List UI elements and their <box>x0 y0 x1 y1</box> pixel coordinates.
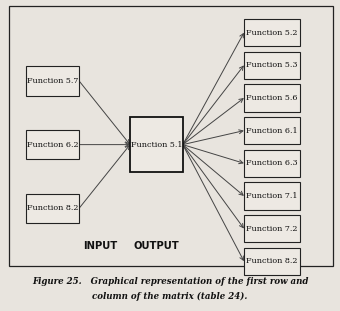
Bar <box>244 150 300 177</box>
Text: Function 5.3: Function 5.3 <box>246 61 298 69</box>
Text: Function 8.2: Function 8.2 <box>27 204 79 212</box>
Text: column of the matrix (table 24).: column of the matrix (table 24). <box>92 291 248 301</box>
Text: Figure 25.   Graphical representation of the first row and: Figure 25. Graphical representation of t… <box>32 277 308 286</box>
Bar <box>244 84 300 112</box>
Bar <box>27 66 79 96</box>
Bar <box>244 19 300 46</box>
Text: OUTPUT: OUTPUT <box>134 241 179 251</box>
Bar <box>27 130 79 159</box>
Bar <box>244 215 300 242</box>
Text: Function 6.3: Function 6.3 <box>246 159 298 167</box>
Text: Function 5.1: Function 5.1 <box>131 141 182 149</box>
Bar <box>244 52 300 79</box>
Text: Function 8.2: Function 8.2 <box>246 257 298 265</box>
Text: INPUT: INPUT <box>83 241 117 251</box>
Bar <box>130 117 183 172</box>
Text: Function 5.6: Function 5.6 <box>246 94 298 102</box>
Bar <box>244 182 300 210</box>
Bar <box>244 117 300 144</box>
Bar <box>8 6 333 266</box>
Text: Function 6.1: Function 6.1 <box>246 127 298 135</box>
Text: Function 7.2: Function 7.2 <box>246 225 298 233</box>
Text: Function 6.2: Function 6.2 <box>27 141 79 149</box>
Bar <box>27 193 79 223</box>
Text: Function 7.1: Function 7.1 <box>246 192 298 200</box>
Bar <box>244 248 300 275</box>
Text: Function 5.2: Function 5.2 <box>246 29 298 37</box>
Text: Function 5.7: Function 5.7 <box>27 77 79 85</box>
